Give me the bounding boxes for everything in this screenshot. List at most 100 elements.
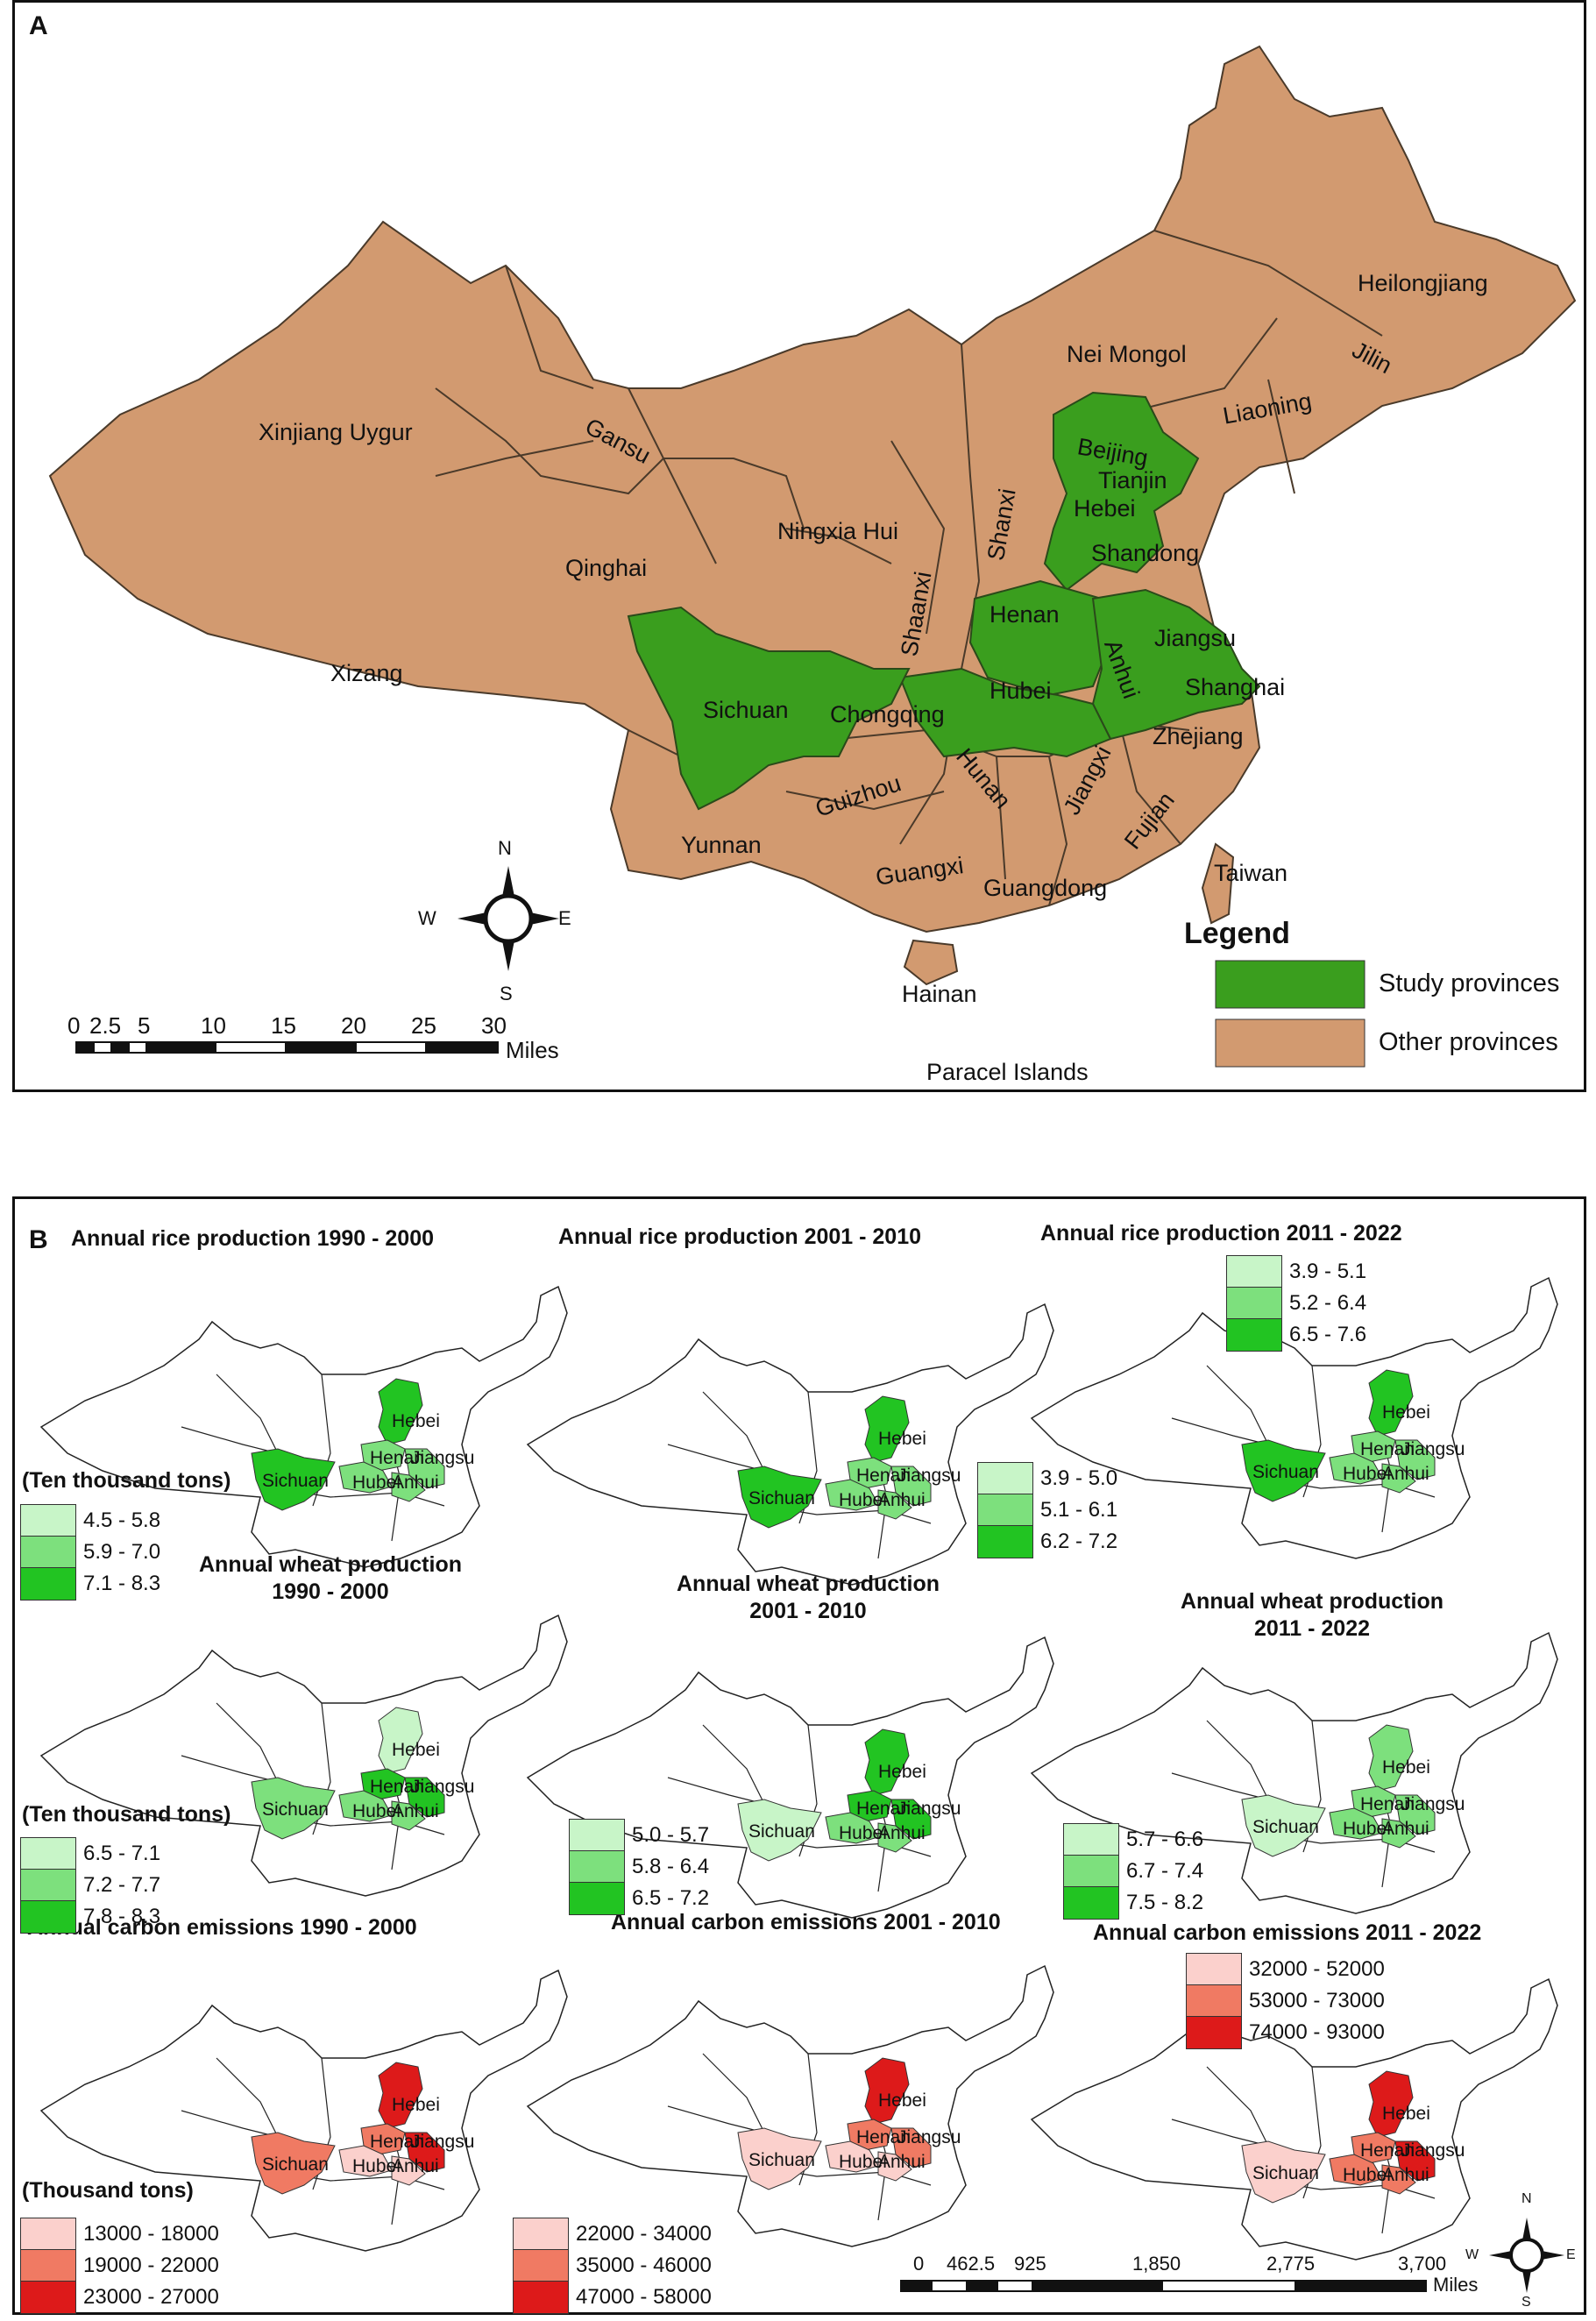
henan-label: Henan bbox=[370, 1448, 424, 1468]
legend-title: Legend bbox=[1184, 917, 1290, 950]
jiangsu-label: Jiangsu bbox=[411, 1448, 474, 1468]
anhui-label: Anhui bbox=[878, 1490, 926, 1510]
study-provinces bbox=[627, 391, 1261, 811]
province-label: Hebei bbox=[1074, 495, 1136, 522]
henan-label: Henan bbox=[1360, 1439, 1415, 1459]
class-swatch bbox=[1063, 1823, 1119, 1856]
scale-tick: 2,775 bbox=[1266, 2253, 1316, 2275]
class-range-label: 5.0 - 5.7 bbox=[632, 1823, 710, 1847]
henan-label: Henan bbox=[370, 2132, 424, 2152]
legend-swatch-study bbox=[1215, 960, 1365, 1009]
class-swatch bbox=[1226, 1318, 1282, 1352]
compass-e-label: E bbox=[1566, 2247, 1576, 2262]
scale-tick: 30 bbox=[481, 1012, 507, 1039]
sichuan-shape bbox=[251, 2132, 336, 2195]
panel-a: A bbox=[12, 0, 1586, 1092]
map-title: Annual wheat production 1990 - 2000 bbox=[199, 1552, 462, 1604]
class-swatch bbox=[513, 2281, 569, 2314]
mini-map-outline bbox=[526, 1964, 1054, 2247]
map-title: Annual rice production 2001 - 2010 bbox=[558, 1224, 922, 1249]
hebei-shape bbox=[1368, 1369, 1414, 1437]
sichuan-label: Sichuan bbox=[262, 1471, 329, 1491]
scale-tick: 0 bbox=[913, 2253, 925, 2275]
panel-label: B bbox=[29, 1225, 48, 1254]
province-label: Xizang bbox=[330, 660, 403, 686]
sichuan-label: Sichuan bbox=[748, 2150, 815, 2170]
sichuan-shape bbox=[737, 1466, 822, 1529]
class-swatch bbox=[20, 1869, 76, 1902]
class-swatch bbox=[1226, 1255, 1282, 1288]
map-title: Annual rice production 2011 - 2022 bbox=[1040, 1221, 1402, 1246]
mini-map-outline bbox=[1030, 1631, 1558, 1914]
class-swatch bbox=[1186, 1984, 1242, 2018]
hubei-label: Hubei bbox=[352, 2156, 401, 2176]
class-swatch bbox=[1063, 1855, 1119, 1888]
jiangsu-label: Jiangsu bbox=[411, 2132, 474, 2152]
henan-label: Henan bbox=[1360, 1794, 1415, 1814]
class-swatch bbox=[20, 2281, 76, 2314]
jiangsu-label: Jiangsu bbox=[897, 1799, 961, 1819]
henan-label: Henan bbox=[856, 1799, 911, 1819]
sichuan-label: Sichuan bbox=[1252, 1462, 1319, 1482]
sichuan-label: Sichuan bbox=[748, 1821, 815, 1842]
hebei-shape bbox=[1368, 1724, 1414, 1792]
class-swatch bbox=[977, 1525, 1033, 1558]
class-range-label: 74000 - 93000 bbox=[1249, 2020, 1385, 2044]
province-label: Paracel Islands bbox=[926, 1059, 1089, 1085]
class-swatch bbox=[1226, 1287, 1282, 1320]
hebei-label: Hebei bbox=[392, 1411, 440, 1431]
henan-label: Henan bbox=[370, 1777, 424, 1797]
scale-tick: 10 bbox=[201, 1012, 226, 1039]
sichuan-label: Sichuan bbox=[262, 2154, 329, 2175]
sichuan-shape bbox=[737, 1799, 822, 1862]
anhui-label: Anhui bbox=[392, 1473, 439, 1493]
jiangsu-label: Jiangsu bbox=[411, 1777, 474, 1797]
class-swatch bbox=[20, 1567, 76, 1601]
compass-e-label: E bbox=[558, 907, 571, 929]
sichuan-label: Sichuan bbox=[262, 1799, 329, 1820]
map-title: Annual carbon emissions 2001 - 2010 bbox=[611, 1910, 1001, 1934]
province-label: Henan bbox=[990, 601, 1060, 628]
province-label: Yunnan bbox=[681, 832, 762, 858]
hubei-label: Hubei bbox=[839, 1823, 887, 1843]
scale-tick: 25 bbox=[411, 1012, 436, 1039]
scale-unit: Miles bbox=[1433, 2274, 1479, 2296]
henan-label: Henan bbox=[856, 2127, 911, 2147]
class-range-label: 5.8 - 6.4 bbox=[632, 1855, 710, 1878]
class-range-label: 22000 - 34000 bbox=[576, 2222, 712, 2246]
hebei-shape bbox=[864, 1728, 910, 1796]
compass-rose bbox=[458, 866, 559, 971]
hubei-label: Hubei bbox=[839, 1490, 887, 1510]
sichuan-shape bbox=[1241, 1439, 1326, 1502]
hebei-label: Hebei bbox=[878, 2090, 926, 2111]
class-range-label: 5.2 - 6.4 bbox=[1289, 1291, 1367, 1315]
class-range-label: 6.7 - 7.4 bbox=[1126, 1859, 1204, 1883]
class-swatch bbox=[569, 1819, 625, 1852]
sichuan-shape bbox=[251, 1777, 336, 1840]
province-label: Hubei bbox=[990, 678, 1052, 704]
hebei-shape bbox=[378, 2062, 423, 2129]
class-swatch bbox=[20, 1900, 76, 1934]
province-label: Shandong bbox=[1091, 540, 1200, 566]
class-range-label: 32000 - 52000 bbox=[1249, 1957, 1385, 1981]
class-range-label: 3.9 - 5.1 bbox=[1289, 1260, 1367, 1283]
scale-tick: 1,850 bbox=[1132, 2253, 1181, 2275]
class-range-label: 7.5 - 8.2 bbox=[1126, 1891, 1204, 1914]
scale-bar-a bbox=[75, 1041, 499, 1054]
mini-map-outline bbox=[1030, 1977, 1558, 2261]
anhui-label: Anhui bbox=[878, 1823, 926, 1843]
sichuan-shape bbox=[737, 2127, 822, 2190]
map-title: Annual wheat production 2001 - 2010 bbox=[677, 1572, 940, 1623]
class-range-label: 6.2 - 7.2 bbox=[1040, 1530, 1118, 1553]
map-title: Annual rice production 1990 - 2000 bbox=[71, 1226, 435, 1251]
hubei-label: Hubei bbox=[1343, 2165, 1391, 2185]
compass-w-label: W bbox=[1465, 2247, 1479, 2262]
anhui-shape bbox=[877, 1822, 912, 1853]
compass-n-label: N bbox=[1522, 2191, 1532, 2206]
hebei-shape bbox=[378, 1378, 423, 1445]
sichuan-label: Sichuan bbox=[1252, 2163, 1319, 2183]
scale-tick: 2.5 bbox=[89, 1012, 122, 1039]
